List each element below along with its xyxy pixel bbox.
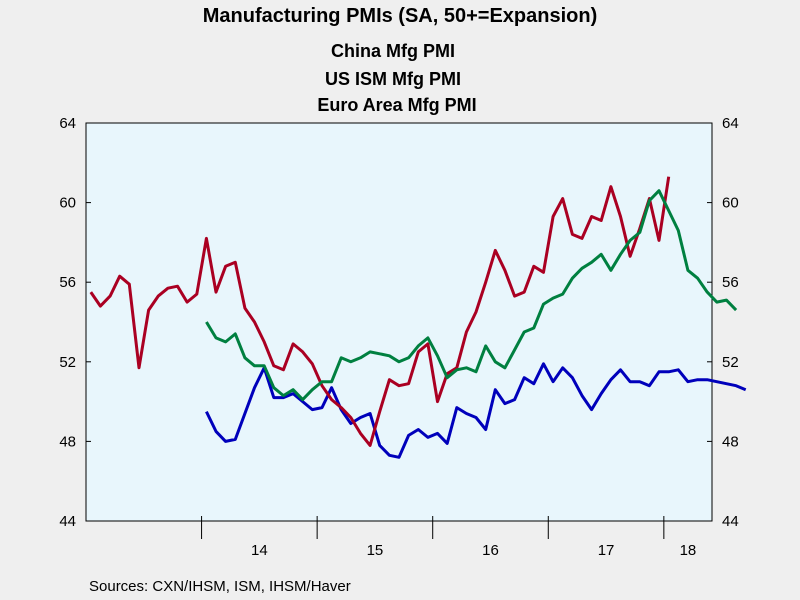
y-axis-left: 44 48 52 56 60 64 bbox=[59, 115, 91, 530]
y-tick-label-right: 52 bbox=[722, 354, 739, 371]
y-axis-right: 44 48 52 56 60 64 bbox=[707, 115, 739, 530]
x-axis: 14 15 16 17 18 bbox=[201, 516, 697, 559]
x-tick-label: 14 bbox=[251, 542, 268, 559]
series-line-china bbox=[205, 362, 747, 459]
x-tick-label: 18 bbox=[680, 542, 697, 559]
y-tick-label-right: 48 bbox=[722, 433, 739, 450]
legend-us: US ISM Mfg PMI bbox=[325, 69, 461, 89]
y-tick-label-left: 44 bbox=[59, 513, 76, 530]
legend-china: China Mfg PMI bbox=[331, 41, 455, 61]
x-tick-label: 16 bbox=[482, 542, 499, 559]
y-tick-label-left: 60 bbox=[59, 195, 76, 212]
y-tick-label-left: 64 bbox=[59, 115, 76, 132]
source-note: Sources: CXN/IHSM, ISM, IHSM/Haver bbox=[89, 578, 351, 595]
legend-euro: Euro Area Mfg PMI bbox=[317, 95, 476, 115]
series-line-us bbox=[89, 176, 671, 447]
y-tick-label-left: 48 bbox=[59, 433, 76, 450]
plot-area bbox=[85, 122, 713, 522]
x-tick-label: 17 bbox=[598, 542, 615, 559]
y-tick-label-right: 56 bbox=[722, 274, 739, 291]
y-tick-label-right: 64 bbox=[722, 115, 739, 132]
y-tick-label-right: 44 bbox=[722, 513, 739, 530]
series-line-euro bbox=[205, 189, 738, 402]
chart-title: Manufacturing PMIs (SA, 50+=Expansion) bbox=[203, 5, 598, 27]
y-tick-label-right: 60 bbox=[722, 195, 739, 212]
y-tick-label-left: 52 bbox=[59, 354, 76, 371]
y-tick-label-left: 56 bbox=[59, 274, 76, 291]
x-tick-label: 15 bbox=[367, 542, 384, 559]
series-lines bbox=[89, 176, 747, 459]
